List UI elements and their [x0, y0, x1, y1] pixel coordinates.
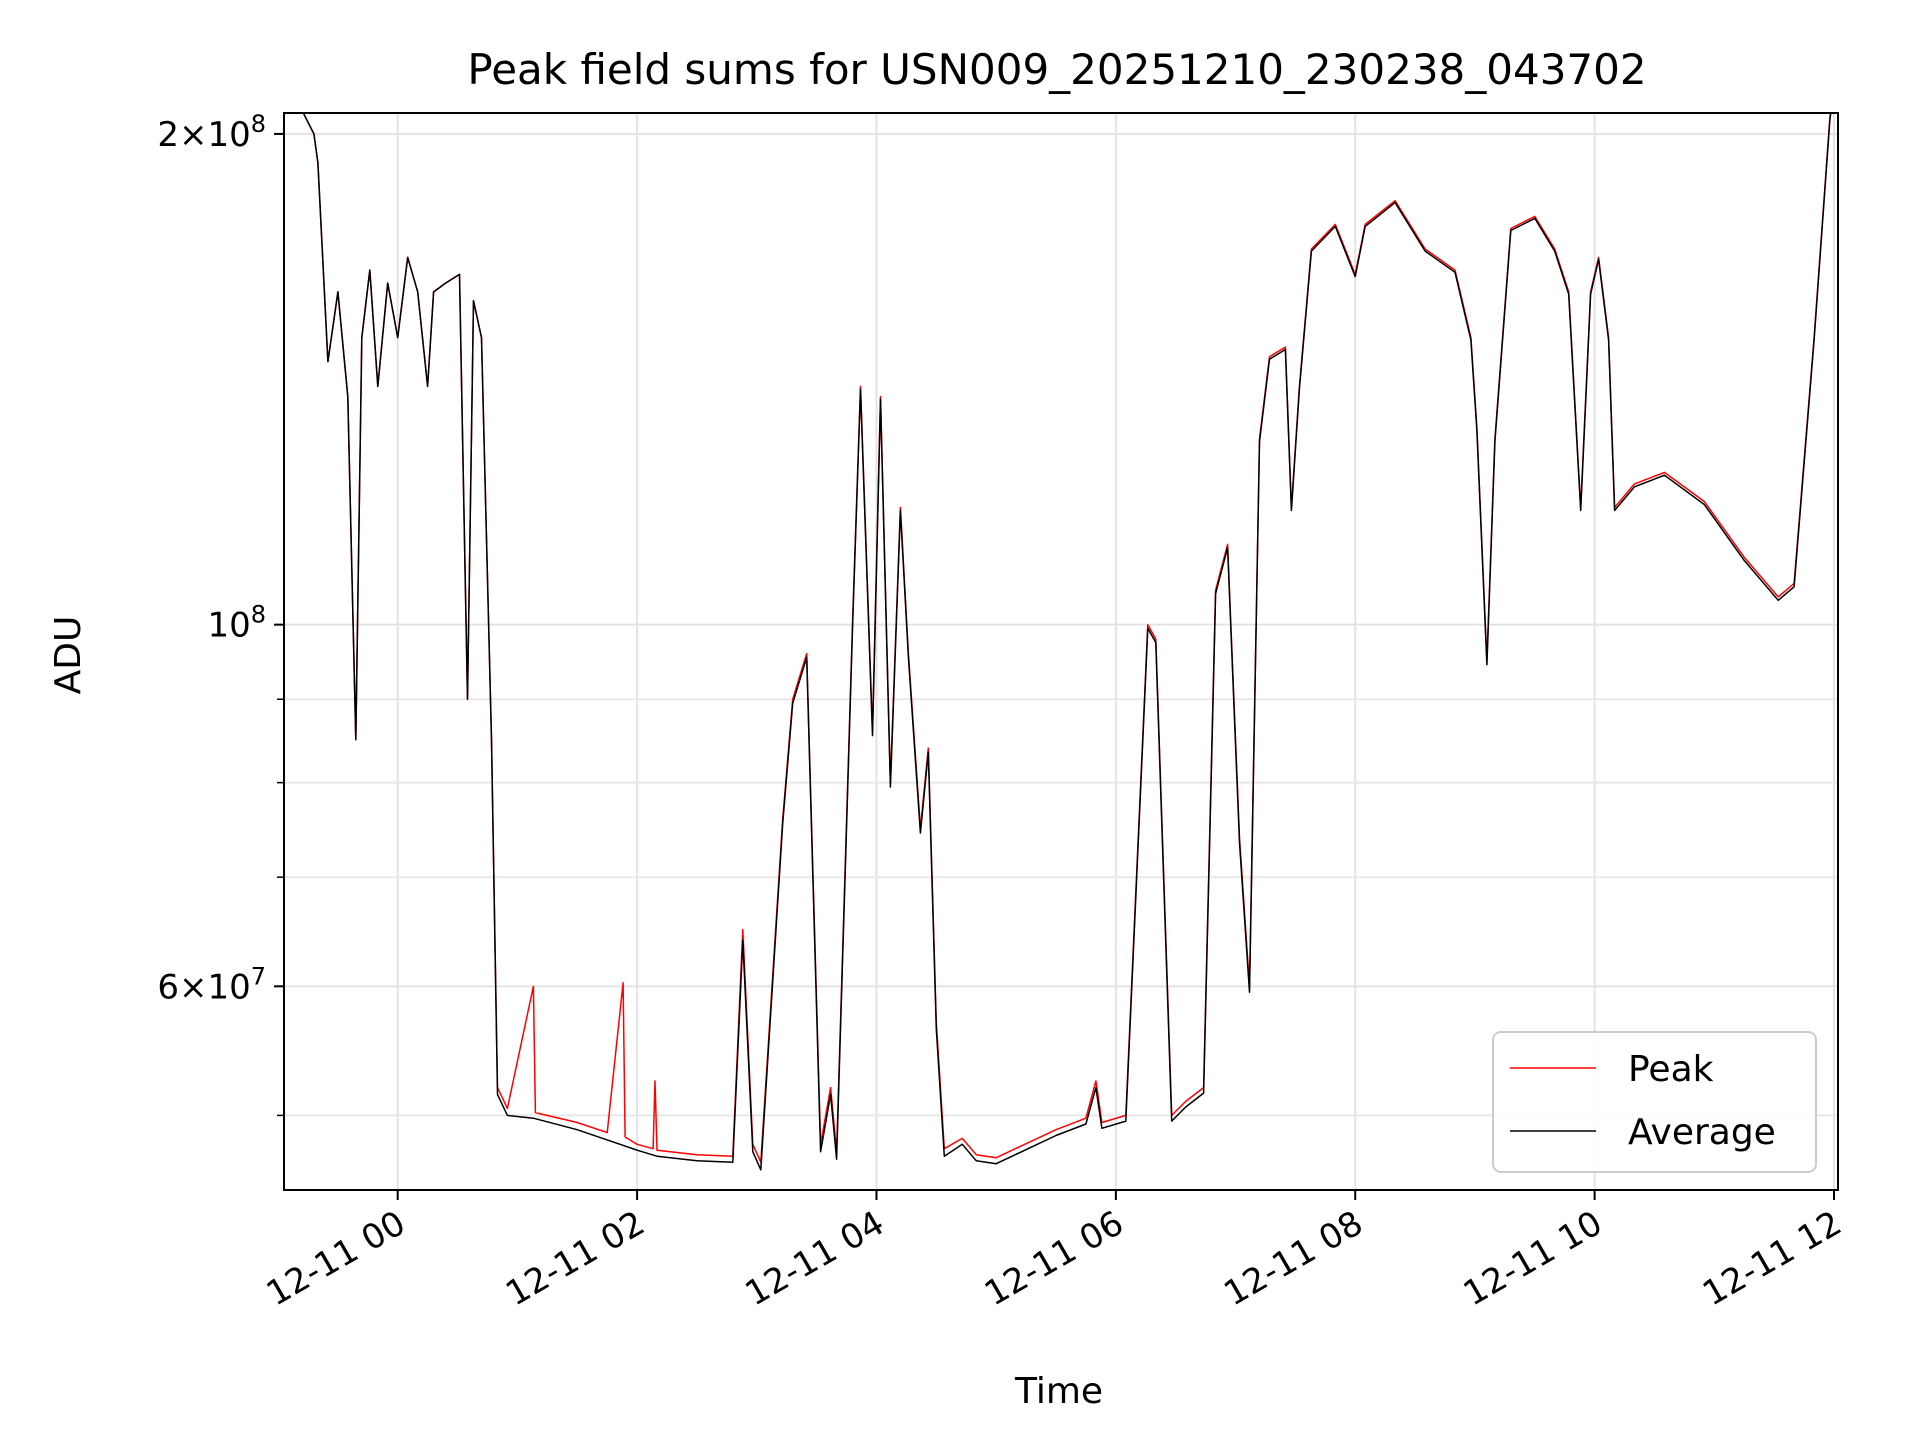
- series-layer: [302, 113, 1832, 1171]
- series-line-average: [302, 113, 1832, 1171]
- y-axis-label: ADU: [48, 616, 89, 695]
- plot-frame: [283, 112, 1839, 1191]
- y-tick-label: 2×108: [157, 110, 266, 155]
- chart-title: Peak field sums for USN009_20251210_2302…: [467, 45, 1646, 94]
- grid-layer: [284, 113, 1838, 1190]
- y-tick-label: 6×107: [157, 962, 266, 1007]
- legend-label-peak: Peak: [1628, 1049, 1714, 1090]
- legend: Peak Average: [1492, 1031, 1817, 1173]
- y-tick-label: 108: [207, 601, 266, 646]
- legend-label-average: Average: [1628, 1112, 1776, 1153]
- legend-box: [1492, 1031, 1817, 1173]
- x-axis-label: Time: [1014, 1371, 1103, 1412]
